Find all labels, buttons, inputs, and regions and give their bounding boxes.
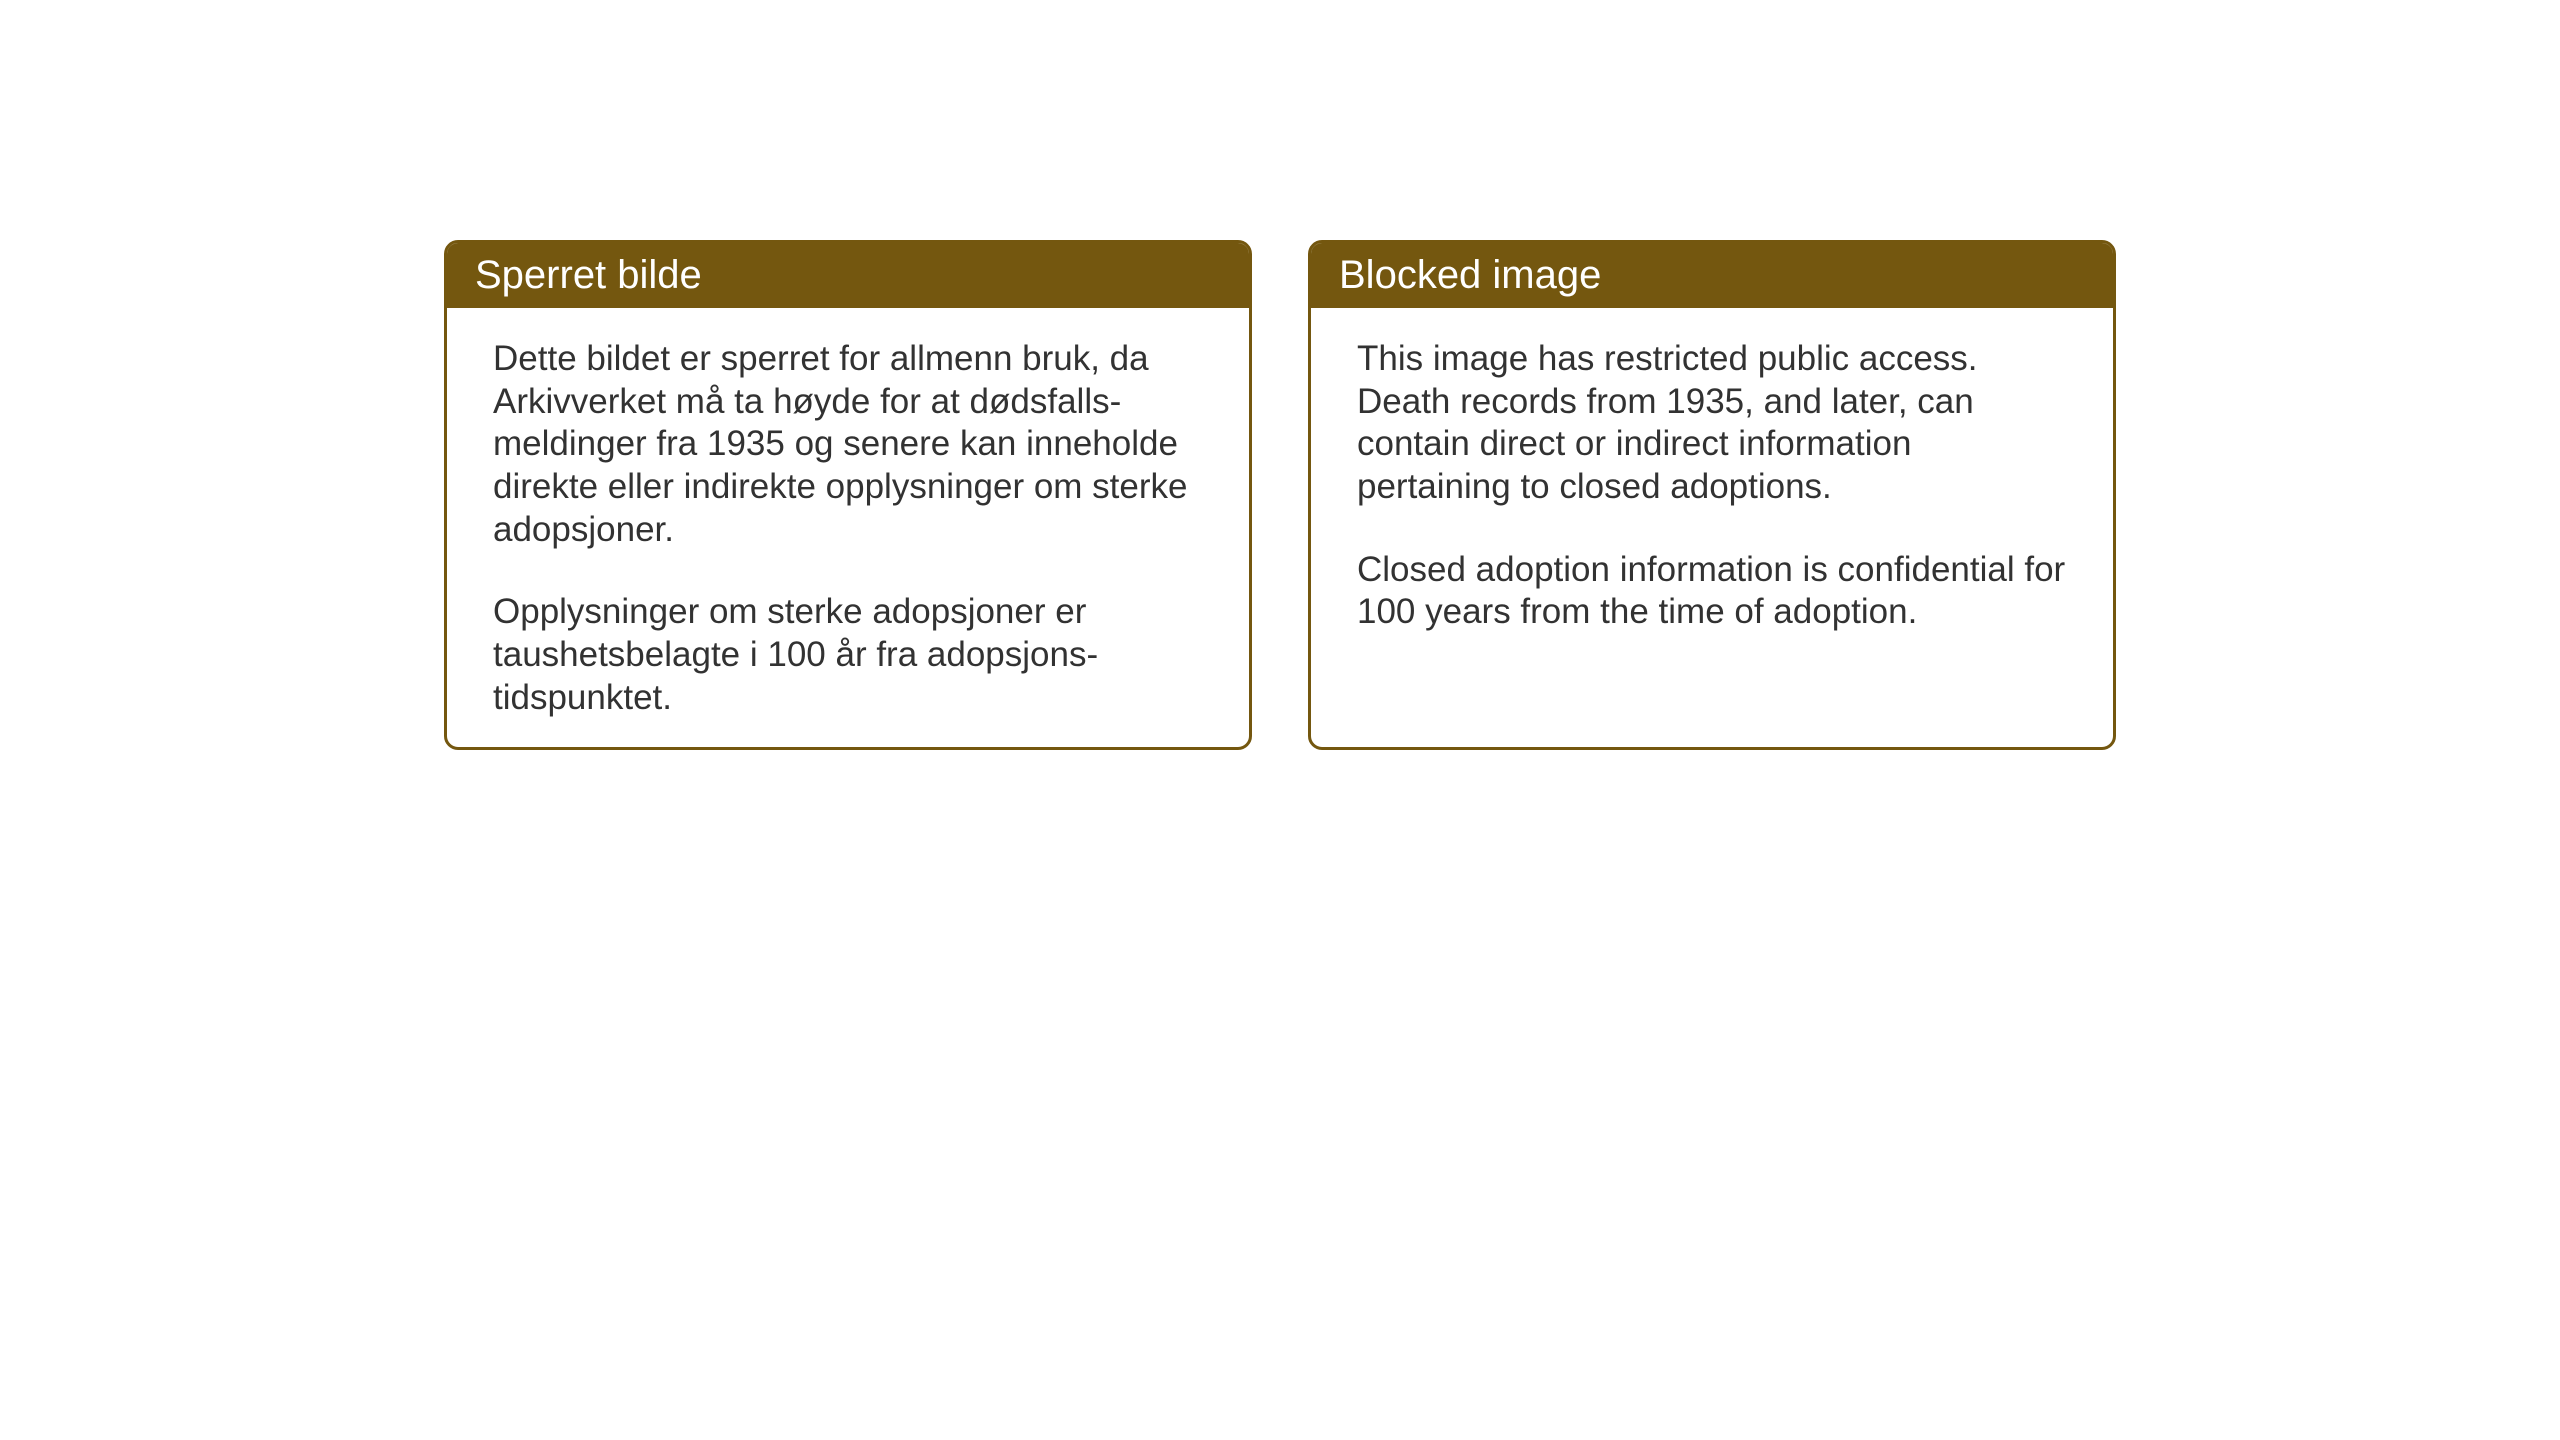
notice-body-norwegian: Dette bildet er sperret for allmenn bruk… [447,308,1249,750]
notice-body-english: This image has restricted public access.… [1311,308,2113,672]
notice-paragraph-2-english: Closed adoption information is confident… [1357,549,2067,634]
notice-container: Sperret bilde Dette bildet er sperret fo… [444,240,2116,750]
notice-paragraph-1-norwegian: Dette bildet er sperret for allmenn bruk… [493,338,1203,551]
notice-box-norwegian: Sperret bilde Dette bildet er sperret fo… [444,240,1252,750]
notice-paragraph-1-english: This image has restricted public access.… [1357,338,2067,509]
notice-title-english: Blocked image [1339,253,1601,297]
notice-paragraph-2-norwegian: Opplysninger om sterke adopsjoner er tau… [493,591,1203,719]
notice-header-english: Blocked image [1311,243,2113,308]
notice-title-norwegian: Sperret bilde [475,253,702,297]
notice-box-english: Blocked image This image has restricted … [1308,240,2116,750]
notice-header-norwegian: Sperret bilde [447,243,1249,308]
